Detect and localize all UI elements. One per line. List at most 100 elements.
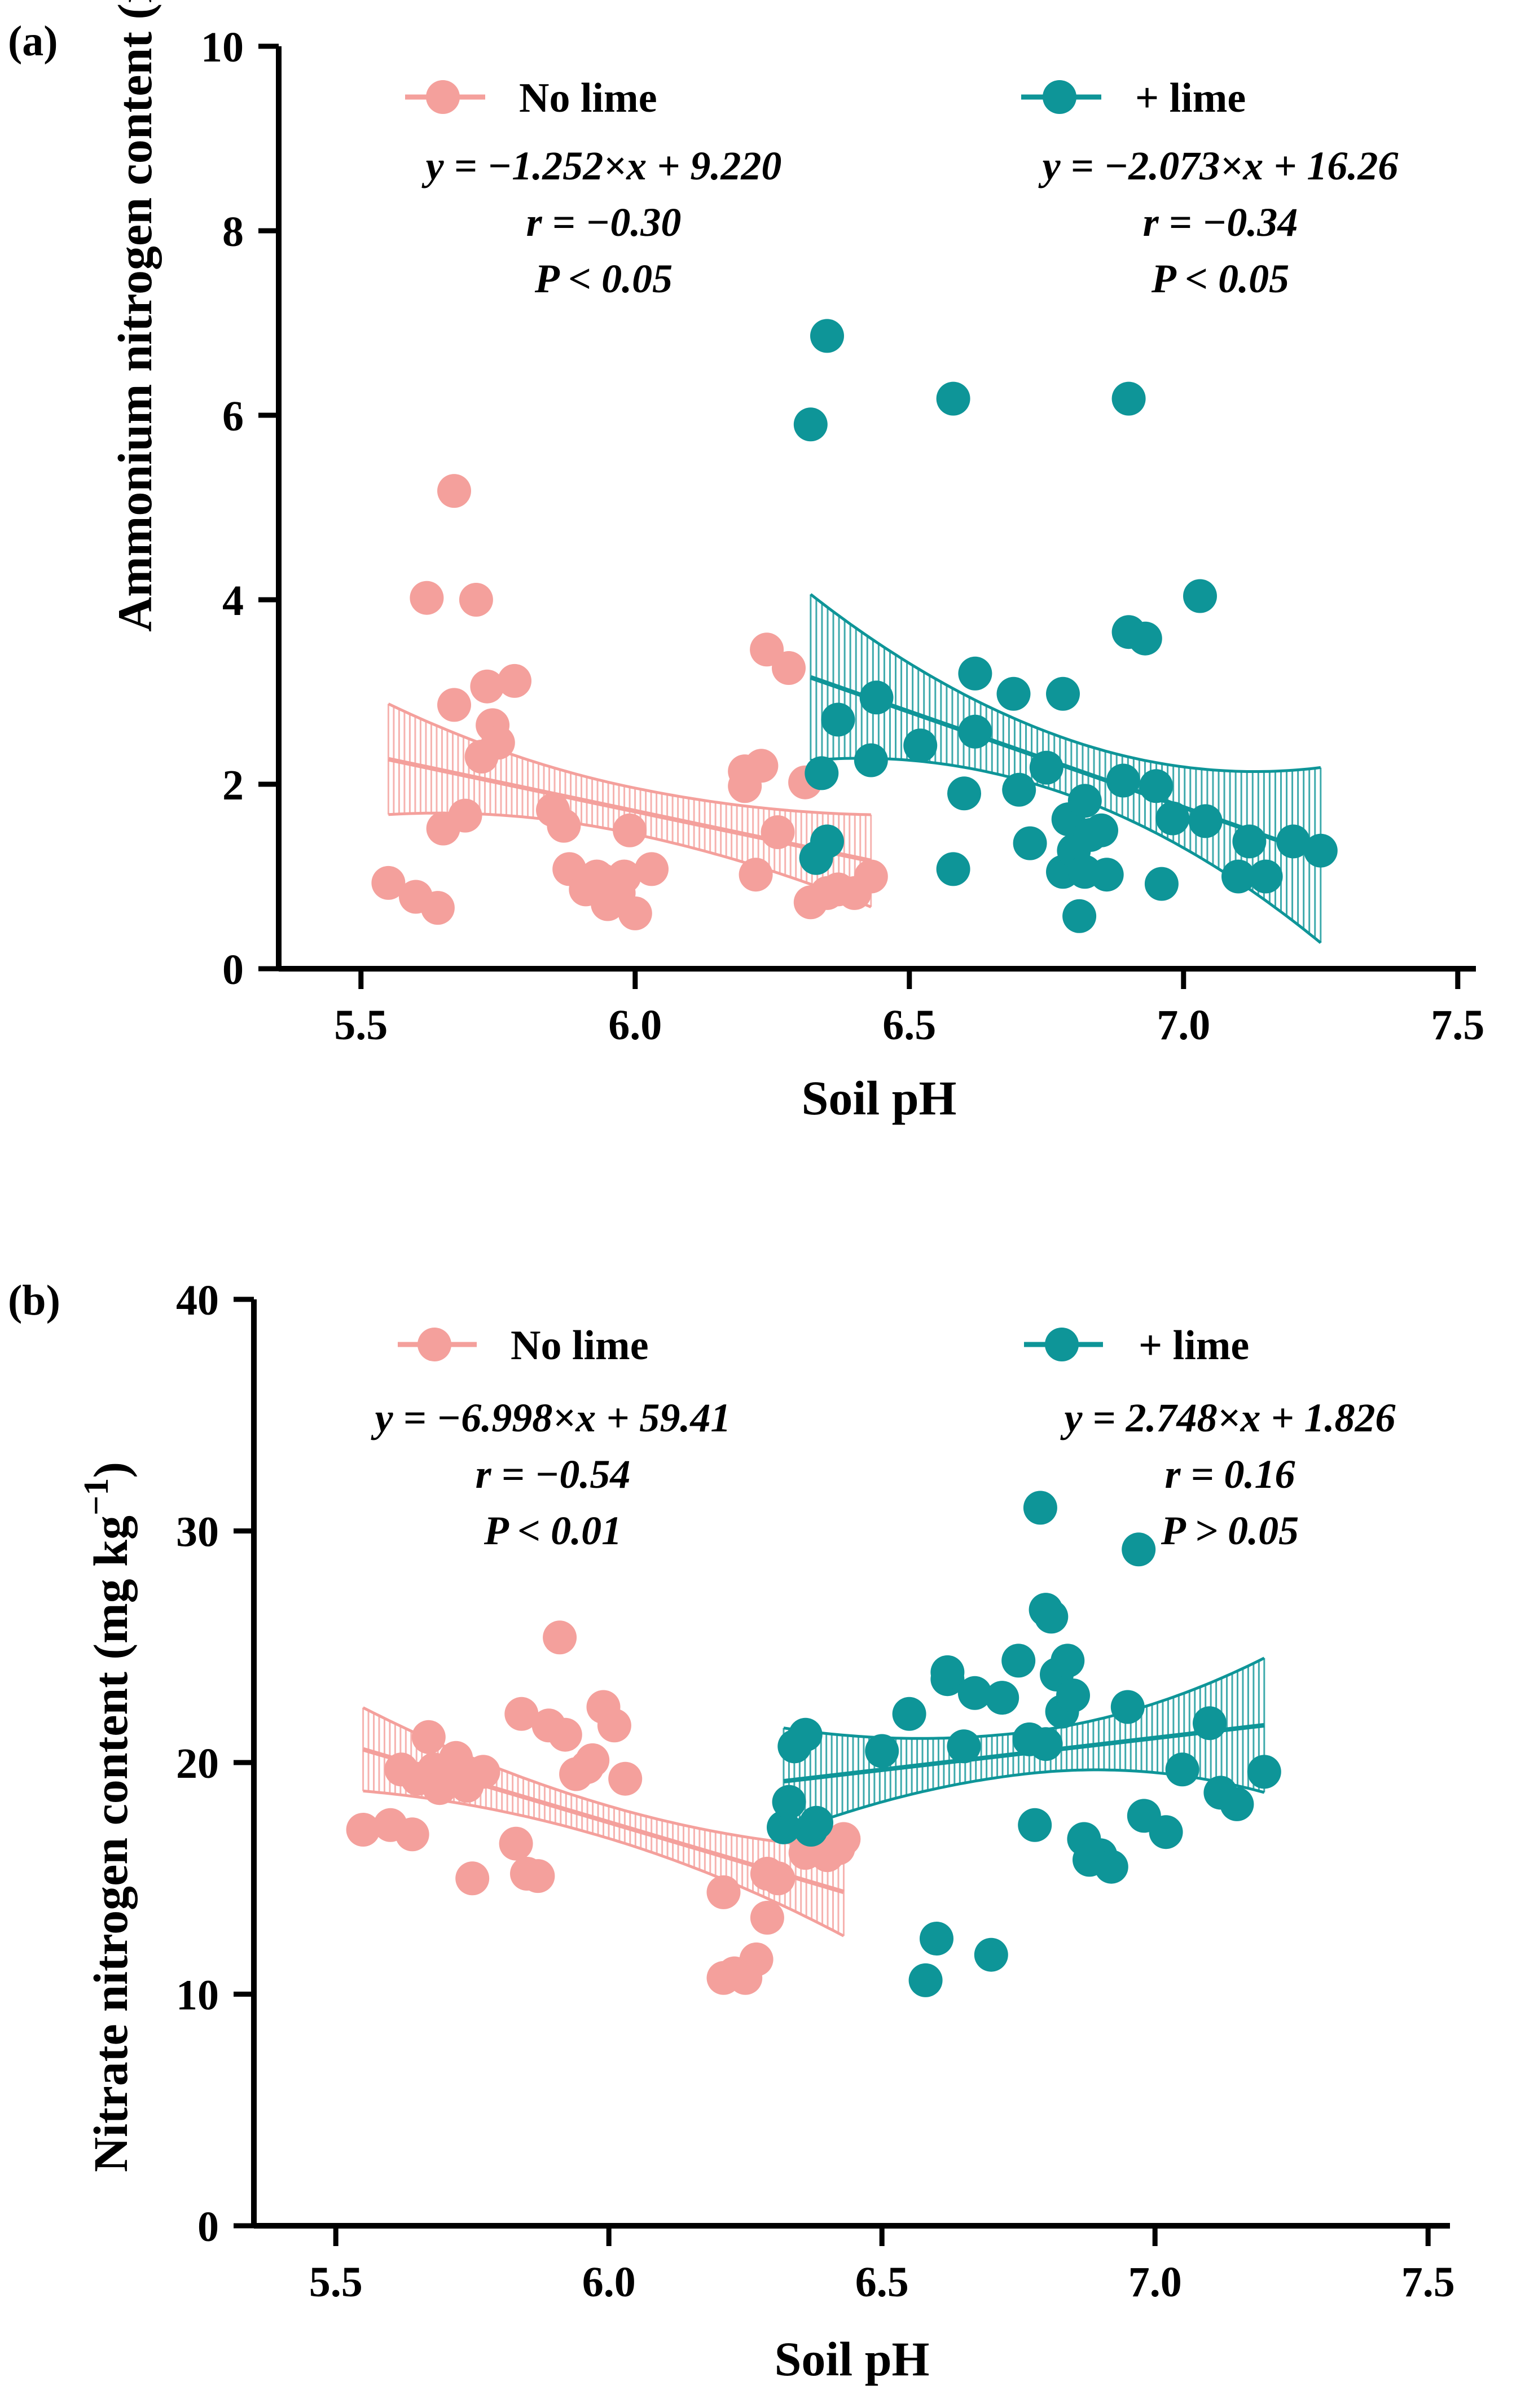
panel-b-lime-p-value: P > 0.05 bbox=[1161, 1508, 1299, 1553]
panel-b-lime-point bbox=[957, 1676, 992, 1710]
panel-a-lime-point bbox=[1029, 750, 1063, 785]
panel-a-no-lime-point bbox=[761, 815, 795, 849]
panel-b-lime-point bbox=[1149, 1815, 1183, 1849]
panel-b-no-lime-point bbox=[543, 1620, 577, 1655]
panel-a-lime-point bbox=[1128, 621, 1162, 656]
panel-b-no-lime-point bbox=[597, 1708, 631, 1743]
panel-a-x-axis-title: Soil pH bbox=[802, 1071, 957, 1125]
panel-a-no-lime-point bbox=[470, 669, 504, 704]
panel-b-no-lime-p-value: P < 0.01 bbox=[484, 1508, 622, 1553]
panel-b-legend-no-lime-label: No lime bbox=[511, 1322, 649, 1369]
panel-a-no-lime-point bbox=[420, 891, 455, 925]
panel-b-lime-point bbox=[1023, 1491, 1057, 1525]
panel-a-legend-lime: + lime bbox=[1021, 75, 1246, 121]
panel-b-y-axis-title: Nitrate nitrogen content (mg kg−1) bbox=[77, 1462, 138, 2172]
panel-a-lime-point bbox=[1232, 824, 1267, 859]
panel-a-lime-point bbox=[1111, 381, 1146, 416]
panel-a-no-lime-band-upper bbox=[388, 702, 871, 816]
panel-b-lime-point bbox=[799, 1805, 833, 1840]
panel-a-no-lime-point bbox=[728, 769, 762, 803]
panel-a-data-points bbox=[371, 319, 1338, 933]
panel-a-x-tick-label: 7.0 bbox=[1157, 1001, 1210, 1049]
panel-a-no-lime-point bbox=[772, 651, 806, 685]
panel-b-legend-lime-label: + lime bbox=[1139, 1322, 1249, 1369]
panel-b-no-lime-point bbox=[466, 1755, 500, 1789]
panel-b-no-lime-equation: y = −6.998×x + 59.41 bbox=[371, 1395, 731, 1440]
panel-b-lime-point bbox=[1220, 1787, 1254, 1821]
panel-a-lime-point bbox=[1084, 813, 1118, 847]
panel-a-x-tick-label: 5.5 bbox=[334, 1001, 388, 1049]
panel-b-lime-point bbox=[1110, 1690, 1145, 1724]
panel-a-lime-point bbox=[1155, 801, 1190, 836]
panel-a-lime-point bbox=[1106, 763, 1140, 798]
panel-a-no-lime-p-value: P < 0.05 bbox=[534, 256, 673, 301]
panel-b-lime-point bbox=[1094, 1849, 1128, 1884]
panel-a-y-tick-label: 10 bbox=[201, 24, 244, 71]
panel-b-lime-point bbox=[1122, 1532, 1156, 1567]
panel-a-no-lime-point bbox=[481, 726, 515, 760]
panel-a-lime-point bbox=[810, 319, 844, 353]
panel-b-data-points bbox=[346, 1491, 1281, 1997]
panel-a-fit-lines bbox=[388, 675, 1322, 863]
panel-b-no-lime-point bbox=[575, 1743, 610, 1777]
panel-a-lime-point bbox=[936, 852, 970, 886]
panel-a-lime-point bbox=[1013, 826, 1047, 860]
panel-a-y-tick-label: 8 bbox=[222, 208, 244, 256]
panel-b-lime-equation: y = 2.748×x + 1.826 bbox=[1060, 1395, 1395, 1440]
panel-b-y-tick-label: 0 bbox=[197, 2203, 219, 2251]
panel-a-lime-point bbox=[1249, 859, 1283, 894]
panel-b-legend-no-lime-marker-icon bbox=[417, 1328, 451, 1361]
panel-a-no-lime-point bbox=[448, 798, 482, 833]
panel-a-lime-point bbox=[903, 728, 938, 763]
panel-b-lime-point bbox=[1001, 1644, 1036, 1678]
panel-b-y-axis-title-close: ) bbox=[83, 1462, 138, 1478]
panel-b-no-lime-point bbox=[395, 1817, 429, 1852]
panel-b-lime-point bbox=[985, 1681, 1019, 1715]
panel-b-no-lime-point bbox=[706, 1875, 741, 1909]
panel-a-lime-point bbox=[810, 824, 844, 859]
panel-a-lime-point bbox=[793, 407, 828, 442]
panel-b-x-tick-label: 6.5 bbox=[855, 2258, 909, 2306]
panel-a-lime-point bbox=[996, 676, 1031, 711]
panel-b-no-lime-point bbox=[346, 1813, 380, 1847]
panel-a-no-lime-point bbox=[635, 852, 669, 886]
panel-a-lime-r-value: r = −0.34 bbox=[1143, 200, 1298, 245]
panel-b-y-axis-title-superscript: −1 bbox=[77, 1478, 116, 1515]
panel-b-lime-point bbox=[920, 1922, 953, 1956]
panel-a-y-tick-label: 6 bbox=[222, 393, 244, 440]
panel-b-x-tick-label: 7.5 bbox=[1401, 2258, 1455, 2306]
panel-a-legend-lime-marker-icon bbox=[1043, 80, 1076, 114]
panel-b-legend-lime-marker-icon bbox=[1045, 1328, 1079, 1361]
panel-b-label: (b) bbox=[8, 1277, 60, 1324]
panel-a-no-lime-point bbox=[410, 581, 444, 615]
panel-b-no-lime-point bbox=[499, 1826, 533, 1861]
panel-a-lime-point bbox=[1046, 676, 1080, 711]
panel-b-legend-no-lime: No lime bbox=[398, 1322, 649, 1369]
panel-b-lime-point bbox=[772, 1785, 806, 1819]
panel-a-lime-point bbox=[958, 656, 992, 691]
panel-b-x-tick-label: 6.0 bbox=[582, 2258, 636, 2306]
panel-a-no-lime-point bbox=[498, 663, 531, 698]
panel-a-x-tick-label: 6.5 bbox=[882, 1001, 936, 1049]
panel-a-lime-fit-line bbox=[810, 675, 1322, 858]
panel-a-lime-point bbox=[936, 381, 970, 416]
panel-a-lime-point bbox=[1089, 858, 1124, 892]
panel-b-lime-point bbox=[865, 1734, 899, 1768]
panel-b-no-lime-point bbox=[455, 1861, 490, 1896]
panel-a-no-lime-point bbox=[437, 474, 471, 508]
panel-b-no-lime-point bbox=[504, 1697, 539, 1731]
panel-a-label: (a) bbox=[8, 17, 58, 65]
panel-a-y-tick-label: 0 bbox=[222, 946, 244, 994]
panel-b-no-lime-point bbox=[827, 1822, 861, 1856]
panel-b-no-lime-point bbox=[739, 1942, 774, 1976]
panel-a-no-lime-point bbox=[459, 583, 493, 617]
panel-b-lime-point bbox=[892, 1697, 926, 1731]
panel-a-y-tick-label: 2 bbox=[222, 762, 244, 809]
panel-a-lime-point bbox=[1303, 833, 1338, 868]
panel-a-no-lime-point bbox=[437, 688, 471, 722]
panel-a-lime-point bbox=[821, 702, 855, 737]
panel-b-no-lime-r-value: r = −0.54 bbox=[476, 1452, 631, 1497]
panel-b-legend-lime: + lime bbox=[1024, 1322, 1249, 1369]
panel-a-chart: (a) 5.5 6.0 6.5 7.0 7.5 0 2 4 6 8 10 Soil pH Ammon… bbox=[8, 0, 1484, 1125]
